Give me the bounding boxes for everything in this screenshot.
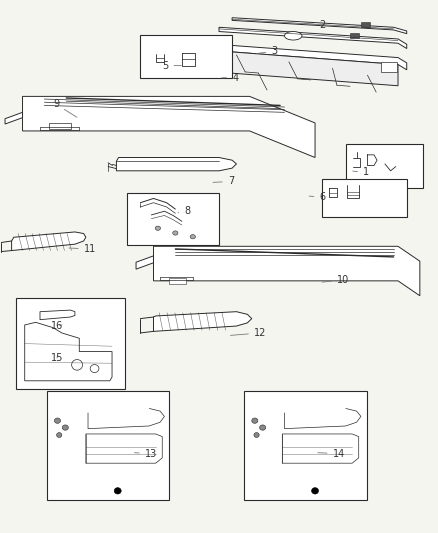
Polygon shape: [201, 43, 407, 70]
Polygon shape: [5, 112, 22, 124]
Ellipse shape: [190, 235, 195, 239]
Ellipse shape: [285, 31, 302, 40]
Text: 1: 1: [353, 167, 369, 177]
Polygon shape: [22, 96, 315, 158]
Bar: [169, 278, 186, 284]
Ellipse shape: [90, 365, 99, 373]
Text: 12: 12: [230, 328, 266, 338]
Polygon shape: [40, 310, 75, 320]
Polygon shape: [153, 246, 420, 296]
Ellipse shape: [72, 360, 82, 370]
Polygon shape: [283, 434, 359, 463]
Text: 2: 2: [305, 20, 326, 30]
Text: 3: 3: [257, 46, 278, 56]
Polygon shape: [219, 27, 407, 49]
Text: 8: 8: [178, 206, 190, 216]
Ellipse shape: [62, 425, 68, 430]
Polygon shape: [88, 408, 164, 429]
Bar: [244, 391, 367, 500]
Polygon shape: [117, 158, 237, 171]
Polygon shape: [136, 256, 153, 269]
Polygon shape: [201, 50, 398, 86]
Text: 6: 6: [309, 192, 325, 203]
Bar: [321, 179, 407, 217]
Ellipse shape: [155, 226, 160, 230]
Text: 14: 14: [318, 449, 345, 458]
Bar: [49, 123, 71, 130]
Polygon shape: [12, 232, 86, 251]
Text: 15: 15: [51, 353, 63, 363]
Text: 7: 7: [213, 176, 234, 187]
Bar: [141, 35, 232, 78]
Ellipse shape: [54, 418, 60, 423]
Bar: [16, 298, 125, 389]
Bar: [127, 193, 219, 245]
Ellipse shape: [260, 425, 266, 430]
Text: 5: 5: [162, 61, 181, 70]
Bar: [346, 144, 424, 188]
Bar: [350, 33, 359, 38]
Ellipse shape: [114, 488, 121, 494]
Ellipse shape: [254, 433, 259, 438]
Ellipse shape: [173, 231, 178, 235]
Ellipse shape: [252, 418, 258, 423]
Bar: [361, 22, 370, 27]
Text: 13: 13: [134, 449, 157, 458]
Ellipse shape: [311, 488, 318, 494]
Polygon shape: [86, 434, 162, 463]
Text: 9: 9: [53, 99, 77, 117]
Text: 10: 10: [322, 275, 349, 285]
Text: 11: 11: [69, 244, 96, 254]
Polygon shape: [25, 322, 112, 381]
Text: 4: 4: [222, 73, 238, 83]
Polygon shape: [232, 18, 407, 34]
Polygon shape: [153, 312, 252, 332]
Bar: [381, 62, 397, 72]
Bar: [46, 391, 169, 500]
Polygon shape: [285, 408, 361, 429]
Ellipse shape: [57, 433, 62, 438]
Text: 16: 16: [51, 321, 63, 331]
